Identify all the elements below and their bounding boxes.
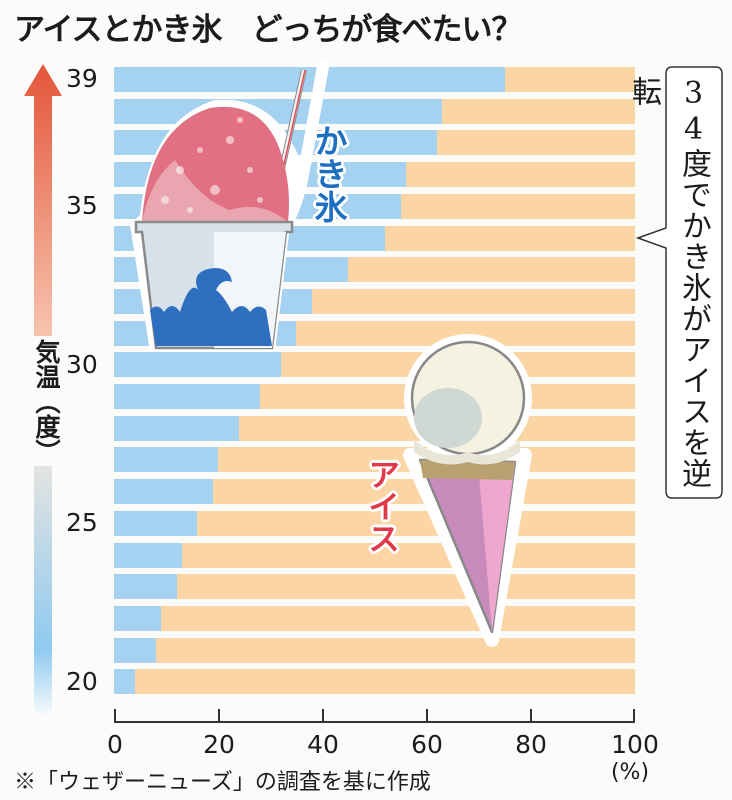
bar-segment-kakigori [114,542,182,568]
bar-segment-ice [181,542,635,568]
y-tick-25: 25 [66,508,98,537]
x-tick-40: 40 [307,730,339,759]
bar-row-23 [114,574,635,600]
callout-bubble [636,66,723,499]
bar-segment-kakigori [114,193,401,219]
x-tick-mark [114,709,116,722]
x-tick-0: 0 [107,730,123,759]
bar-segment-kakigori [114,67,505,92]
bar-segment-ice [348,257,635,283]
bar-segment-kakigori [114,257,349,283]
kakigori-label: かき氷 [309,124,348,223]
bar-segment-kakigori [114,637,156,663]
bar-row-37 [114,130,635,156]
bar-row-38 [114,98,635,124]
x-tick-60: 60 [411,730,443,759]
x-tick-mark [530,709,532,722]
bar-row-30 [114,352,635,378]
bar-row-34 [114,225,635,251]
x-axis-line [114,721,635,723]
bar-row-32 [114,288,635,314]
bar-row-20 [114,669,635,695]
bar-segment-kakigori [114,162,406,188]
bar-segment-kakigori [114,288,312,314]
y-tick-35: 35 [66,191,98,220]
y-tick-20: 20 [66,667,98,696]
bar-segment-kakigori [114,130,438,156]
x-tick-mark [633,709,635,722]
bar-segment-kakigori [114,415,240,441]
bar-segment-ice [311,288,635,314]
bar-segment-kakigori [114,98,443,124]
bar-row-21 [114,637,635,663]
bar-segment-kakigori [114,574,177,600]
bar-row-22 [114,605,635,631]
ice-label: アイス [363,458,401,554]
bar-segment-ice [197,510,635,536]
bar-segment-ice [296,320,635,346]
bar-segment-ice [239,415,635,441]
bar-row-39 [114,67,635,92]
bar-segment-kakigori [114,669,135,695]
bar-segment-ice [442,98,635,124]
chart-title: アイスとかき氷 どっちが食べたい？ [14,12,523,48]
bar-segment-ice [259,384,635,409]
x-tick-100: 100 [611,730,659,759]
source-note: ※「ウェザーニューズ」の調査を基に作成 [14,770,431,795]
x-tick-mark [218,709,220,722]
x-tick-mark [322,709,324,722]
bar-segment-ice [134,669,635,695]
bar-segment-ice [160,605,635,631]
y-axis-label: 気温（度） [26,336,61,466]
x-tick-80: 80 [515,730,547,759]
x-tick-20: 20 [203,730,235,759]
bar-row-36 [114,162,635,188]
bar-row-31 [114,320,635,346]
bar-segment-ice [405,162,635,188]
bar-row-35 [114,193,635,219]
bar-row-28 [114,415,635,441]
bar-segment-kakigori [114,352,281,378]
callout-text: 34度でかき氷がアイスを逆転 [626,76,711,489]
bar-segment-ice [155,637,635,663]
bar-segment-kakigori [114,320,297,346]
bar-segment-ice [212,479,635,505]
x-axis-unit: (%) [610,760,650,785]
bar-segment-ice [504,67,635,92]
bar-row-33 [114,257,635,283]
bar-segment-kakigori [114,510,198,536]
y-tick-30: 30 [66,350,98,379]
bar-segment-ice [437,130,635,156]
bar-segment-ice [218,447,635,473]
bar-row-29 [114,384,635,409]
y-tick-39: 39 [66,64,98,93]
bar-segment-kakigori [114,384,260,409]
bar-segment-ice [280,352,635,378]
bar-segment-ice [400,193,635,219]
bar-segment-ice [384,225,635,251]
bar-segment-kakigori [114,479,213,505]
bar-segment-kakigori [114,447,219,473]
bar-segment-kakigori [114,605,161,631]
bar-segment-ice [176,574,635,600]
x-tick-mark [426,709,428,722]
bar-segment-kakigori [114,225,385,251]
